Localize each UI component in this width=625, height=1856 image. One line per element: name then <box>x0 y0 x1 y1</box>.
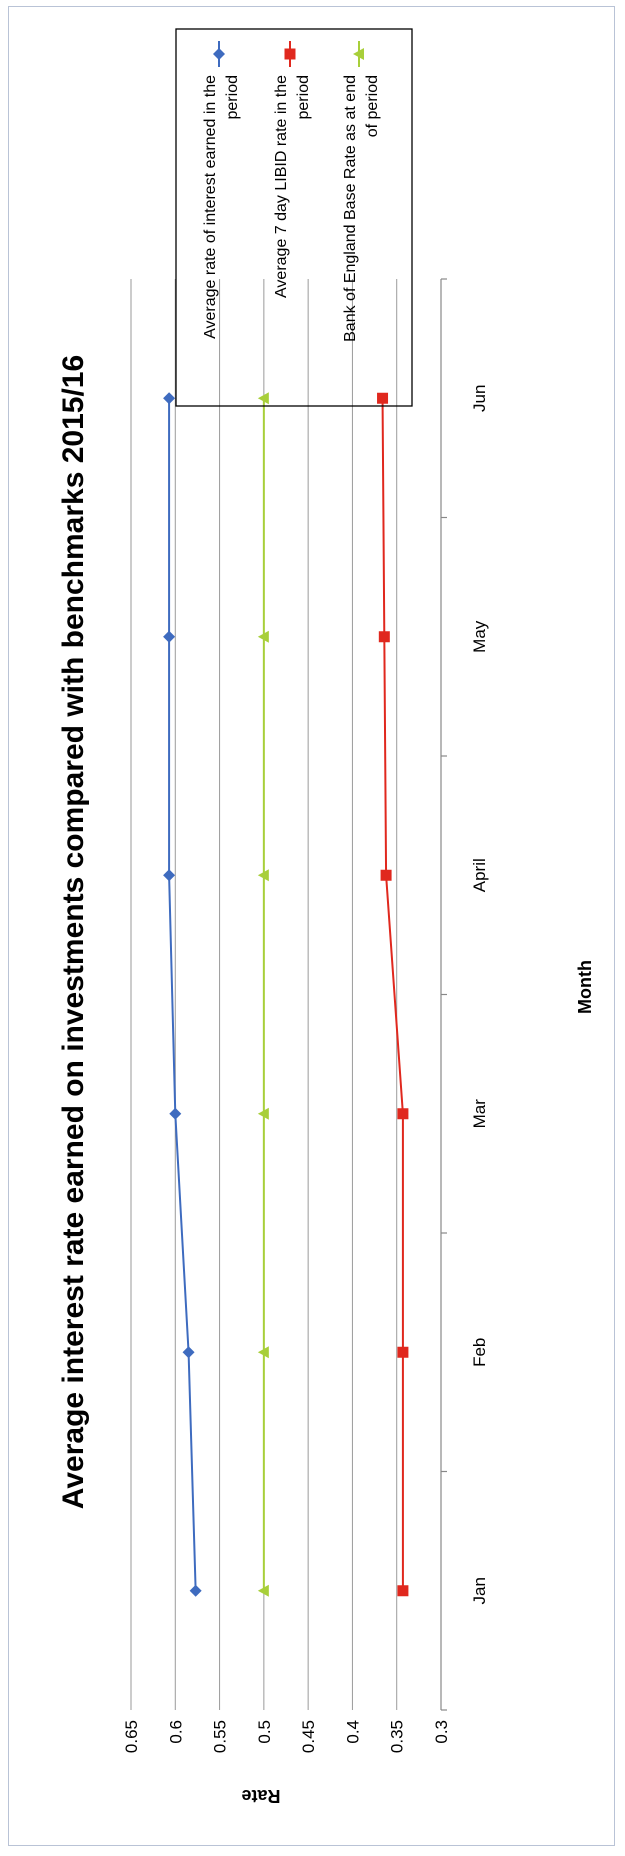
x-tick-label: April <box>470 858 489 892</box>
y-tick-label: 0.5 <box>255 1720 274 1744</box>
data-point <box>257 630 269 643</box>
x-tick-label: Mar <box>470 1099 489 1129</box>
legend-marker <box>353 48 364 60</box>
data-point <box>257 392 269 405</box>
y-tick-label: 0.45 <box>299 1720 318 1753</box>
x-axis-label: Month <box>575 960 595 1014</box>
legend-entry-1: Average 7 day LIBID rate in the period <box>273 75 312 298</box>
series-line-0 <box>168 398 197 1591</box>
y-tick-label: 0.55 <box>211 1720 230 1753</box>
data-point <box>163 630 176 643</box>
y-tick-label: 0.3 <box>432 1720 451 1744</box>
data-point <box>397 1108 409 1120</box>
data-point <box>378 631 390 643</box>
chart-title: Average interest rate earned on investme… <box>57 355 90 1509</box>
data-point <box>380 869 392 881</box>
legend-entry-2: Bank of England Base Rate as at end of pe… <box>342 75 381 342</box>
x-tick-label: Jan <box>470 1577 489 1604</box>
legend-marker <box>213 48 225 60</box>
data-point <box>257 1584 269 1597</box>
y-tick-label: 0.65 <box>122 1720 141 1753</box>
chart-svg: 0.65 0.6 0.55 0.5 0.45 0.4 0.35 0.3 Jan Feb Mar Apr… <box>57 28 595 1806</box>
data-point <box>163 869 176 882</box>
x-tick-label: Jun <box>470 385 489 412</box>
data-point <box>397 1585 409 1597</box>
legend-box <box>175 28 413 407</box>
data-point <box>257 1107 269 1120</box>
legend-marker <box>284 48 296 60</box>
chart-frame: 0.65 0.6 0.55 0.5 0.45 0.4 0.35 0.3 Jan Feb Mar Apr… <box>8 6 615 1846</box>
y-axis-label: Rate <box>241 1786 280 1806</box>
data-point <box>169 1107 182 1120</box>
data-point <box>189 1584 202 1597</box>
x-tick-label: Feb <box>470 1338 489 1367</box>
legend-entry-0: Average rate of interest earned in the pe… <box>202 75 241 339</box>
data-point <box>257 869 269 882</box>
data-point <box>377 392 389 404</box>
data-point <box>257 1346 269 1359</box>
x-tick-label: May <box>470 620 489 653</box>
y-tick-label: 0.35 <box>388 1720 407 1753</box>
y-tick-label: 0.6 <box>166 1720 185 1744</box>
data-point <box>163 392 176 405</box>
data-point <box>182 1346 195 1359</box>
y-tick-label: 0.4 <box>343 1720 362 1744</box>
data-point <box>397 1346 409 1358</box>
axes: 0.65 0.6 0.55 0.5 0.45 0.4 0.35 0.3 Jan Feb Mar Apr… <box>122 278 489 1753</box>
legend: Average rate of interest earned in the pe… <box>175 28 413 407</box>
series-layer <box>163 392 409 1597</box>
series-line-1 <box>381 398 404 1591</box>
